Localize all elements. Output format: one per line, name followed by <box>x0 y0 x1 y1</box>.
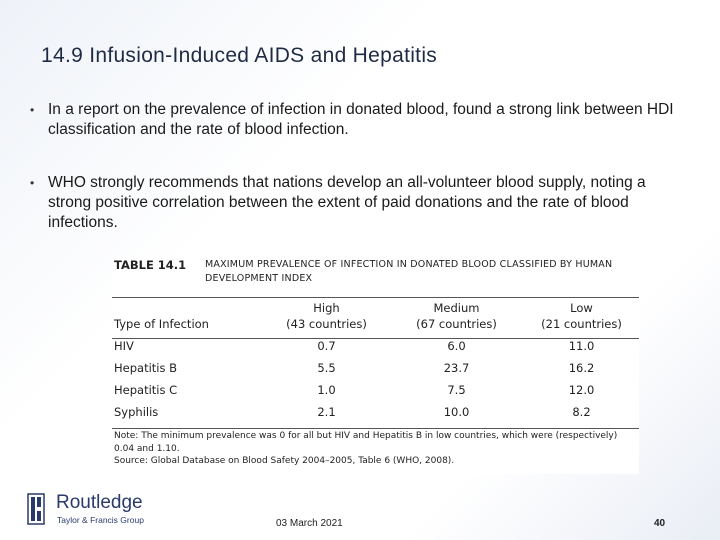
bullet-list: • In a report on the prevalence of infec… <box>30 100 690 233</box>
bullet-text: WHO strongly recommends that nations dev… <box>48 174 646 231</box>
table-cell: 8.2 <box>572 405 591 419</box>
table-row: Hepatitis C 1.0 7.5 12.0 <box>112 379 639 401</box>
logo-subtitle: Taylor & Francis Group <box>57 515 144 525</box>
table-row: Hepatitis B 5.5 23.7 16.2 <box>112 357 639 379</box>
bullet-item: • WHO strongly recommends that nations d… <box>30 173 690 233</box>
column-subheader: (67 countries) <box>416 317 497 331</box>
table-cell: Syphilis <box>114 405 159 419</box>
table-rule-bottom <box>112 428 639 429</box>
table-cell: 6.0 <box>447 339 466 353</box>
table-figure: TABLE 14.1 MAXIMUM PREVALENCE OF INFECTI… <box>112 256 639 474</box>
table-rule-top <box>112 297 639 298</box>
column-header <box>112 300 264 316</box>
table-cell: 23.7 <box>443 361 470 375</box>
column-header: High <box>313 301 340 315</box>
bullet-dot-icon: • <box>30 103 35 117</box>
table-cell: 7.5 <box>447 383 466 397</box>
column-subheader: (21 countries) <box>541 317 622 331</box>
table-cell: 0.7 <box>317 339 336 353</box>
column-header: Low <box>570 301 593 315</box>
table-rule-mid <box>112 338 639 339</box>
table-cell: 2.1 <box>317 405 336 419</box>
table-row: Syphilis 2.1 10.0 8.2 <box>112 401 639 423</box>
routledge-logo-icon <box>27 493 45 525</box>
footer-date: 03 March 2021 <box>276 518 343 529</box>
data-table: High Medium Low Type of Infection (43 co… <box>112 300 639 423</box>
slide-title: 14.9 Infusion-Induced AIDS and Hepatitis <box>41 44 438 67</box>
table-cell: HIV <box>114 339 134 353</box>
bullet-dot-icon: • <box>30 176 35 190</box>
table-cell: 1.0 <box>317 383 336 397</box>
table-cell: Hepatitis C <box>114 383 178 397</box>
bullet-item: • In a report on the prevalence of infec… <box>30 100 690 140</box>
routledge-logo: Routledge Taylor & Francis Group <box>26 492 166 528</box>
column-subheader: Type of Infection <box>114 317 209 331</box>
table-caption: MAXIMUM PREVALENCE OF INFECTION IN DONAT… <box>205 259 613 284</box>
table-source-text: Source: Global Database on Blood Safety … <box>114 456 455 466</box>
column-subheader: (43 countries) <box>286 317 367 331</box>
table-cell: 12.0 <box>568 383 595 397</box>
page-number: 40 <box>654 518 666 529</box>
table-label: TABLE 14.1 <box>114 258 187 272</box>
logo-name: Routledge <box>56 492 143 513</box>
table-note: Note: The minimum prevalence was 0 for a… <box>114 430 634 468</box>
table-cell: 5.5 <box>317 361 336 375</box>
bullet-text: In a report on the prevalence of infecti… <box>48 101 674 138</box>
table-cell: Hepatitis B <box>114 361 178 375</box>
table-cell: 11.0 <box>568 339 595 353</box>
table-cell: 16.2 <box>568 361 595 375</box>
table-note-text: Note: The minimum prevalence was 0 for a… <box>114 431 618 454</box>
table-cell: 10.0 <box>443 405 470 419</box>
table-row: HIV 0.7 6.0 11.0 <box>112 335 639 357</box>
column-header: Medium <box>433 301 480 315</box>
